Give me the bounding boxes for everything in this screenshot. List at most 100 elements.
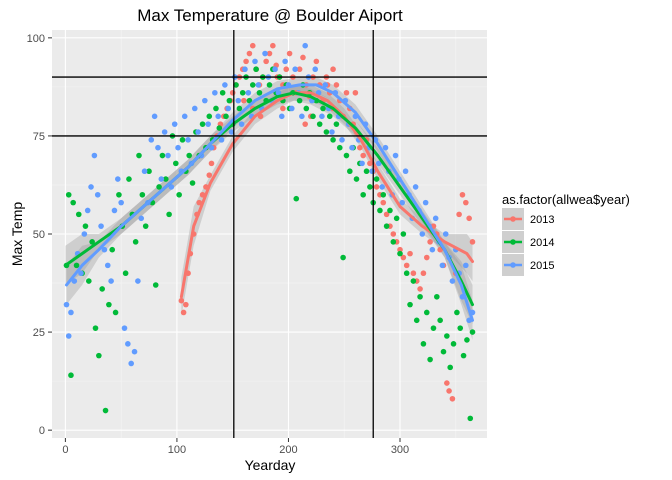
point-2014 bbox=[383, 223, 390, 229]
point-2013 bbox=[208, 160, 215, 167]
legend-point-2013 bbox=[510, 216, 516, 222]
point-2014 bbox=[166, 211, 172, 218]
point-2015 bbox=[151, 113, 158, 120]
point-2015 bbox=[319, 113, 325, 120]
point-2013 bbox=[280, 105, 286, 112]
point-2014 bbox=[363, 168, 370, 175]
legend-label-2014: 2014 bbox=[530, 237, 554, 249]
point-2013 bbox=[263, 58, 269, 65]
point-2013 bbox=[206, 172, 213, 178]
point-2015 bbox=[252, 58, 258, 65]
point-2015 bbox=[104, 262, 111, 269]
point-2015 bbox=[369, 168, 375, 175]
point-2015 bbox=[419, 231, 426, 237]
point-2015 bbox=[111, 207, 118, 214]
point-2014 bbox=[233, 82, 239, 88]
point-2015 bbox=[262, 50, 268, 57]
point-2014 bbox=[96, 352, 102, 359]
point-2015 bbox=[202, 97, 208, 104]
point-2014 bbox=[73, 262, 80, 269]
point-2014 bbox=[303, 105, 310, 112]
point-2015 bbox=[101, 246, 108, 253]
y-tick-label: 25 bbox=[33, 327, 45, 339]
point-2015 bbox=[165, 152, 171, 159]
point-2015 bbox=[245, 89, 252, 96]
point-2015 bbox=[379, 184, 385, 190]
point-2015 bbox=[463, 262, 469, 269]
point-2014 bbox=[447, 364, 453, 371]
point-2014 bbox=[454, 309, 460, 316]
point-2015 bbox=[181, 113, 188, 120]
point-2013 bbox=[400, 254, 407, 261]
point-2014 bbox=[464, 337, 470, 343]
point-2013 bbox=[463, 199, 469, 206]
point-2014 bbox=[199, 121, 206, 127]
point-2015 bbox=[161, 129, 168, 135]
point-2014 bbox=[316, 121, 323, 127]
point-2014 bbox=[126, 176, 132, 182]
point-2015 bbox=[275, 89, 282, 96]
point-2015 bbox=[399, 199, 406, 206]
point-2014 bbox=[146, 168, 152, 175]
point-2013 bbox=[196, 199, 203, 206]
point-2014 bbox=[213, 105, 219, 112]
point-2013 bbox=[296, 66, 303, 73]
point-2013 bbox=[302, 121, 308, 127]
point-2015 bbox=[349, 144, 355, 151]
point-2014 bbox=[367, 184, 373, 190]
point-2014 bbox=[323, 129, 330, 135]
point-2014 bbox=[223, 113, 229, 120]
point-2014 bbox=[403, 270, 410, 277]
point-2014 bbox=[162, 176, 169, 182]
point-2013 bbox=[423, 254, 430, 261]
point-2015 bbox=[289, 105, 295, 112]
point-2015 bbox=[359, 160, 365, 167]
point-2015 bbox=[255, 82, 262, 88]
point-2015 bbox=[171, 121, 178, 127]
point-2014 bbox=[106, 301, 112, 308]
point-2015 bbox=[131, 348, 138, 355]
point-2013 bbox=[397, 246, 403, 253]
point-2015 bbox=[432, 215, 439, 222]
point-2015 bbox=[175, 144, 181, 151]
point-2015 bbox=[63, 301, 70, 308]
point-2015 bbox=[205, 121, 211, 127]
point-2015 bbox=[121, 325, 128, 331]
point-2014 bbox=[112, 309, 119, 316]
legend-point-2014 bbox=[510, 239, 516, 245]
point-2014 bbox=[152, 282, 159, 288]
point-2015 bbox=[329, 129, 335, 135]
point-2014 bbox=[407, 301, 413, 308]
point-2015 bbox=[191, 105, 198, 112]
reference-lines bbox=[52, 30, 487, 438]
point-2013 bbox=[390, 231, 397, 237]
point-2015 bbox=[282, 58, 288, 65]
point-2014 bbox=[413, 317, 420, 324]
point-2013 bbox=[456, 211, 462, 218]
point-2014 bbox=[390, 239, 397, 245]
point-2014 bbox=[397, 250, 403, 257]
point-2015 bbox=[299, 113, 305, 120]
point-2015 bbox=[222, 82, 228, 88]
point-2014 bbox=[450, 341, 457, 347]
point-2015 bbox=[402, 168, 409, 175]
point-2013 bbox=[403, 262, 410, 269]
point-2014 bbox=[387, 207, 393, 214]
point-2015 bbox=[225, 105, 232, 112]
point-2014 bbox=[423, 309, 430, 316]
point-2014 bbox=[340, 254, 346, 261]
point-2014 bbox=[142, 223, 149, 229]
point-2013 bbox=[343, 89, 350, 96]
smooth-lines bbox=[63, 83, 474, 322]
point-2014 bbox=[226, 97, 233, 104]
point-2015 bbox=[91, 152, 98, 159]
point-2013 bbox=[229, 89, 236, 96]
point-2014 bbox=[310, 113, 316, 120]
point-2013 bbox=[266, 50, 273, 57]
point-2013 bbox=[449, 395, 456, 402]
point-2015 bbox=[422, 199, 429, 206]
point-2014 bbox=[444, 333, 450, 339]
point-2015 bbox=[442, 231, 449, 237]
point-2015 bbox=[128, 360, 134, 367]
point-2014 bbox=[296, 97, 303, 104]
